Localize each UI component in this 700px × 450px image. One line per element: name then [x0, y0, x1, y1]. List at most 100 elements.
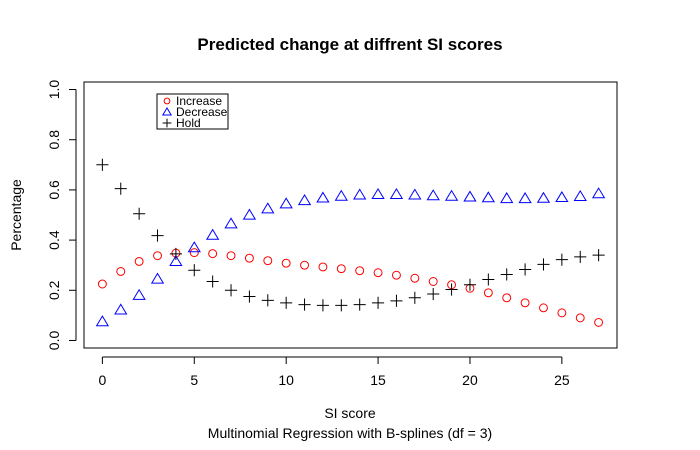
series-hold — [96, 158, 605, 312]
circle-point — [391, 270, 401, 280]
y-axis-label: Percentage — [8, 179, 24, 251]
triangle-point — [132, 288, 146, 300]
chart-subtitle: Multinomial Regression with B-splines (d… — [208, 425, 492, 441]
circle-point — [318, 262, 328, 272]
plus-point — [500, 268, 513, 281]
plot-frame — [83, 81, 618, 349]
x-tick-label: 20 — [462, 372, 478, 388]
triangle-point — [150, 272, 165, 284]
triangle-point — [591, 187, 606, 199]
plus-point — [188, 264, 201, 277]
x-tick-label: 0 — [98, 372, 106, 388]
triangle-point — [316, 191, 330, 203]
x-tick-label: 15 — [370, 372, 386, 388]
triangle-point — [224, 217, 238, 229]
plus-point — [390, 294, 403, 307]
triangle-point — [555, 190, 569, 203]
y-tick-label: 1.0 — [46, 80, 62, 100]
plus-point — [463, 278, 477, 291]
data-points — [95, 158, 606, 327]
plus-point — [96, 158, 109, 171]
circle-point — [116, 267, 126, 276]
plus-point — [372, 296, 385, 309]
x-axis-label: SI score — [324, 405, 376, 421]
y-tick-label: 0.4 — [46, 230, 62, 250]
triangle-point — [481, 191, 496, 203]
circle-point — [97, 279, 107, 289]
circle-point — [281, 258, 291, 268]
x-tick-label: 5 — [190, 372, 198, 388]
plus-point — [555, 253, 568, 266]
triangle-point — [334, 189, 348, 201]
series-increase — [97, 248, 604, 327]
x-axis: 0 5 10 15 20 25 — [98, 356, 570, 388]
triangle-point — [242, 208, 257, 220]
circle-point — [300, 260, 310, 270]
circle-point — [208, 249, 218, 259]
circle-point — [373, 268, 383, 278]
triangle-point — [187, 241, 201, 253]
chart-title: Predicted change at diffrent SI scores — [197, 35, 502, 54]
legend-symbol-decrease — [161, 107, 173, 116]
triangle-point — [114, 303, 128, 315]
triangle-point — [536, 191, 551, 203]
plus-point — [427, 287, 440, 301]
triangle-point — [573, 189, 587, 202]
plus-point — [298, 298, 311, 311]
circle-point — [355, 266, 365, 276]
triangle-point — [297, 193, 312, 206]
plus-point — [574, 250, 587, 263]
legend-label: Decrease — [176, 105, 228, 119]
x-tick-label: 10 — [278, 372, 294, 388]
y-tick-label: 0.0 — [46, 331, 62, 351]
triangle-point — [500, 191, 514, 204]
circle-point — [594, 317, 604, 327]
triangle-point — [444, 189, 459, 201]
legend-label: Increase — [176, 94, 222, 108]
x-tick-label: 25 — [554, 372, 570, 388]
triangle-point — [463, 190, 477, 202]
triangle-point — [371, 187, 385, 200]
triangle-point — [261, 202, 275, 214]
triangle-point — [169, 254, 183, 267]
legend-label: Hold — [176, 116, 201, 130]
plus-point — [316, 299, 329, 312]
triangle-point — [353, 188, 367, 200]
plus-point — [243, 290, 256, 303]
plus-point — [537, 258, 550, 271]
series-decrease — [95, 187, 606, 327]
plus-point — [519, 263, 532, 276]
plus-point — [592, 249, 605, 262]
triangle-point — [389, 187, 404, 200]
y-tick-label: 0.2 — [46, 280, 62, 300]
circle-point — [483, 288, 493, 298]
circle-point — [520, 298, 530, 308]
plus-point — [408, 291, 421, 304]
plus-point — [482, 273, 495, 286]
y-tick-label: 0.8 — [46, 130, 62, 150]
circle-point — [244, 253, 254, 263]
plus-point — [280, 296, 293, 309]
legend-symbol-hold — [162, 118, 172, 128]
circle-point — [410, 273, 420, 283]
plus-point — [261, 294, 274, 307]
circle-point — [557, 308, 567, 318]
plus-point — [114, 182, 127, 195]
circle-point — [134, 256, 144, 266]
circle-point — [226, 251, 236, 261]
circle-point — [428, 277, 438, 286]
plus-point — [335, 299, 348, 312]
triangle-point — [518, 191, 532, 204]
legend-symbol-increase — [163, 97, 171, 105]
circle-point — [263, 256, 273, 266]
y-tick-label: 0.6 — [46, 180, 62, 200]
circle-point — [539, 303, 548, 313]
circle-point — [502, 293, 512, 303]
triangle-point — [279, 197, 293, 209]
triangle-point — [408, 188, 422, 200]
triangle-point — [205, 228, 220, 240]
triangle-point — [95, 315, 110, 327]
plus-point — [206, 275, 219, 288]
